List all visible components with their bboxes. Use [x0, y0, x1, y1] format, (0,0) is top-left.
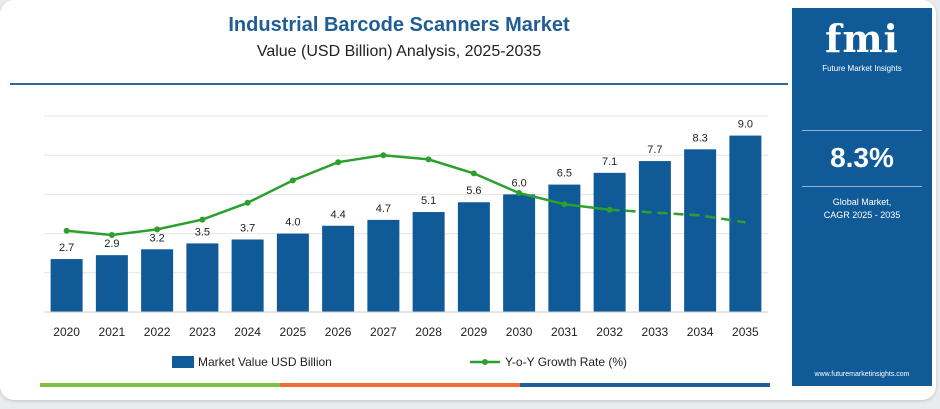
growth-line-forecast — [609, 208, 746, 224]
market-chart: 2.7 2020 2.9 2021 3.2 2022 3.5 2023 3.7 2024 4.0 20… — [44, 115, 768, 369]
bar — [367, 219, 400, 312]
legend-line-marker — [482, 359, 488, 365]
bar-value-label: 7.7 — [647, 144, 662, 156]
x-tick-label: 2022 — [144, 325, 171, 339]
x-tick-label: 2031 — [551, 325, 578, 339]
bar — [141, 249, 174, 312]
bar — [322, 225, 355, 312]
sidebar-divider-top — [802, 130, 922, 131]
sidebar-panel: fmi Future Market Insights 8.3% Global M… — [792, 8, 932, 386]
growth-point — [335, 159, 342, 166]
growth-point — [244, 199, 251, 206]
bar-value-label: 7.1 — [602, 156, 617, 168]
growth-point — [199, 216, 206, 223]
x-tick-label: 2028 — [415, 325, 442, 339]
bar-value-label: 3.7 — [240, 222, 255, 234]
x-tick-label: 2029 — [461, 325, 488, 339]
growth-point — [108, 232, 115, 238]
growth-point — [154, 226, 161, 233]
bar-value-label: 5.6 — [466, 185, 481, 197]
sidebar-divider-middle — [802, 186, 922, 187]
x-tick-label: 2035 — [732, 325, 759, 339]
footer-bar-blue — [520, 383, 770, 387]
growth-point — [606, 206, 613, 213]
growth-point — [63, 227, 70, 234]
website-url: www.futuremarketinsights.com — [814, 371, 910, 378]
x-tick-label: 2034 — [687, 325, 714, 339]
fmi-logo: fmi — [825, 16, 899, 61]
x-tick-label: 2023 — [189, 325, 216, 339]
x-tick-label: 2027 — [370, 325, 397, 339]
bar-value-label: 6.5 — [557, 168, 572, 180]
growth-point — [289, 177, 296, 184]
cagr-label: Global Market, CAGR 2025 - 2035 — [792, 196, 932, 222]
x-tick-label: 2021 — [99, 325, 126, 339]
chart-subtitle: Value (USD Billion) Analysis, 2025-2035 — [256, 43, 542, 60]
x-tick-label: 2020 — [53, 325, 80, 339]
bar-value-label: 4.4 — [330, 209, 345, 221]
bar — [412, 212, 445, 312]
logo-subtitle: Future Market Insights — [822, 64, 902, 73]
x-tick-label: 2032 — [596, 325, 623, 339]
cagr-value: 8.3% — [830, 142, 894, 173]
footer-bar-green — [40, 383, 280, 387]
bar-value-label: 5.1 — [421, 195, 436, 207]
x-tick-label: 2024 — [234, 325, 261, 339]
chart-card: Industrial Barcode Scanners Market Value… — [0, 0, 936, 400]
x-tick-label: 2025 — [280, 325, 307, 339]
x-tick-label: 2033 — [642, 325, 669, 339]
bar — [276, 233, 309, 312]
bar-value-label: 6.0 — [511, 177, 526, 189]
bar — [593, 172, 626, 312]
header-divider — [10, 83, 788, 85]
legend-bar-swatch — [172, 356, 194, 368]
bar-value-label: 2.9 — [104, 238, 119, 250]
x-tick-label: 2026 — [325, 325, 352, 339]
bar-value-label: 2.7 — [59, 242, 74, 254]
bar-value-label: 4.7 — [376, 203, 391, 215]
bar — [457, 202, 490, 312]
bar-value-label: 9.0 — [738, 119, 753, 131]
bar-value-label: 8.3 — [692, 132, 707, 144]
bar — [231, 239, 264, 312]
legend-bar-label: Market Value USD Billion — [198, 355, 332, 369]
chart-header: Industrial Barcode Scanners Market Value… — [10, 6, 788, 84]
footer-bar-orange — [280, 383, 520, 387]
growth-point — [516, 190, 523, 196]
x-tick-label: 2030 — [506, 325, 533, 339]
bar-value-label: 4.0 — [285, 217, 300, 229]
bar — [638, 161, 671, 312]
bar — [95, 255, 128, 312]
bar — [729, 135, 762, 312]
cagr-label-line1: Global Market, — [832, 197, 892, 207]
growth-point — [425, 156, 432, 163]
bar — [684, 149, 717, 312]
bar — [503, 194, 536, 312]
bar-value-label: 3.2 — [149, 232, 164, 244]
chart-title: Industrial Barcode Scanners Market — [228, 14, 570, 36]
bar-value-label: 3.5 — [195, 226, 210, 238]
bar — [186, 243, 219, 312]
legend-line-label: Y-o-Y Growth Rate (%) — [505, 355, 627, 369]
growth-point — [380, 152, 387, 159]
cagr-label-line2: CAGR 2025 - 2035 — [823, 210, 901, 220]
growth-point — [561, 201, 568, 208]
bar — [50, 259, 83, 312]
growth-point — [470, 170, 477, 177]
